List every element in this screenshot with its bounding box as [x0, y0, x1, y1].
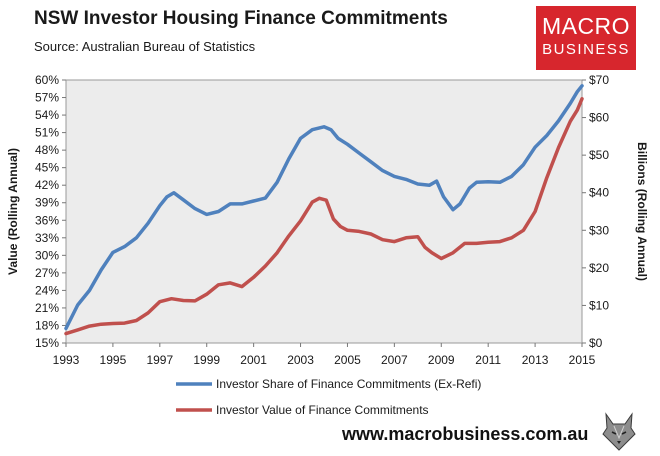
x-tick-label: 1999 — [193, 353, 220, 367]
legend: Investor Share of Finance Commitments (E… — [176, 377, 481, 417]
left-axis: 60% 57% 54% 51% 48% 45% 42% 39% 36% 33% 30% 27% 24% 2… — [35, 73, 66, 350]
y-axis-right-label: Billions (Rolling Annual) — [635, 142, 649, 281]
x-tick-label: 1993 — [53, 353, 80, 367]
right-tick-label: $30 — [589, 223, 609, 237]
investor-share-line — [64, 84, 584, 331]
series-layer — [64, 84, 584, 336]
logo-line-1: MACRO — [541, 13, 631, 39]
x-tick-label: 2001 — [240, 353, 267, 367]
legend-label: Investor Value of Finance Commitments — [216, 403, 429, 417]
logo-line-2: BUSINESS — [542, 41, 630, 58]
left-tick-label: 42% — [35, 178, 59, 192]
macrobusiness-logo: MACRO BUSINESS — [536, 6, 636, 70]
left-tick-label: 36% — [35, 213, 59, 227]
left-tick-label: 45% — [35, 161, 59, 175]
left-tick-label: 39% — [35, 196, 59, 210]
left-tick-label: 27% — [35, 266, 59, 280]
chart-subtitle: Source: Australian Bureau of Statistics — [34, 39, 256, 54]
x-tick-label: 2011 — [475, 353, 501, 367]
left-tick-label: 51% — [35, 126, 59, 140]
right-axis: $70 $60 $50 $40 $30 $20 $10 $0 — [582, 73, 609, 350]
right-tick-label: $20 — [589, 261, 609, 275]
x-tick-label: 2015 — [569, 353, 596, 367]
left-tick-label: 48% — [35, 143, 59, 157]
left-tick-label: 21% — [35, 301, 59, 315]
right-tick-label: $60 — [589, 111, 609, 125]
legend-label: Investor Share of Finance Commitments (E… — [216, 377, 481, 391]
right-tick-label: $50 — [589, 148, 609, 162]
x-tick-label: 2009 — [428, 353, 455, 367]
x-axis: 1993 1995 1997 1999 2001 2003 2005 2007 2009 2011… — [53, 343, 596, 367]
y-axis-left-label: Value (Rolling Annual) — [6, 148, 20, 275]
right-tick-label: $0 — [589, 336, 603, 350]
x-tick-label: 1995 — [100, 353, 127, 367]
x-tick-label: 2007 — [381, 353, 408, 367]
right-tick-label: $70 — [589, 73, 609, 87]
left-tick-label: 60% — [35, 73, 59, 87]
left-tick-label: 15% — [35, 336, 59, 350]
left-tick-label: 30% — [35, 248, 59, 262]
left-tick-label: 54% — [35, 108, 59, 122]
left-tick-label: 24% — [35, 283, 59, 297]
left-tick-label: 33% — [35, 231, 59, 245]
plot-area — [65, 79, 583, 344]
website-url: www.macrobusiness.com.au — [342, 424, 589, 444]
left-tick-label: 18% — [35, 318, 59, 332]
investor-value-line — [64, 97, 584, 336]
wolf-logo-icon — [600, 410, 638, 452]
x-tick-label: 2013 — [522, 353, 549, 367]
x-tick-label: 2005 — [334, 353, 361, 367]
right-tick-label: $40 — [589, 186, 609, 200]
left-tick-label: 57% — [35, 91, 59, 105]
chart-title: NSW Investor Housing Finance Commitments — [34, 8, 448, 29]
x-tick-label: 2003 — [287, 353, 314, 367]
x-tick-label: 1997 — [146, 353, 173, 367]
right-tick-label: $10 — [589, 298, 609, 312]
